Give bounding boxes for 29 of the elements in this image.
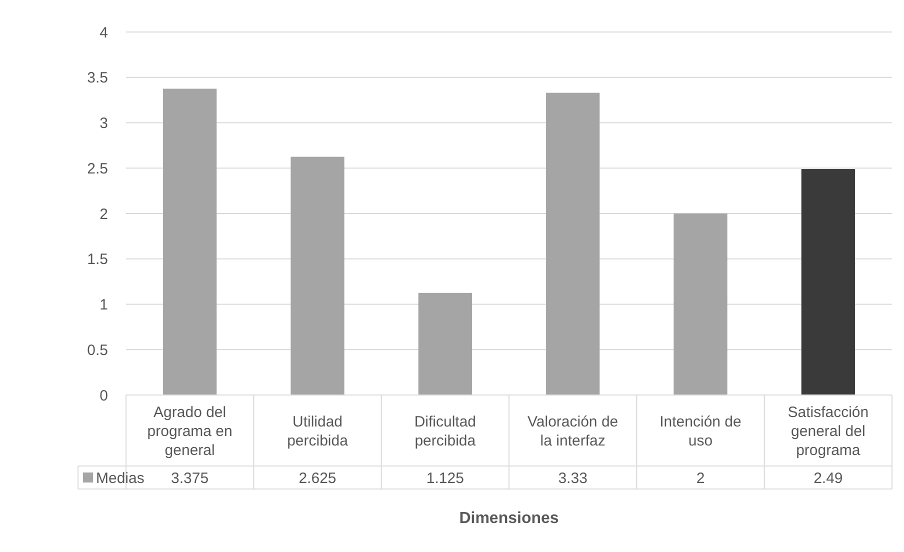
data-label: 1.125 [426, 470, 464, 487]
x-tick-label: Valoración de la interfaz [528, 413, 618, 450]
y-tick-label: 4 [100, 24, 108, 42]
x-tick-label: Satisfacción general del programa [788, 404, 869, 459]
bar [546, 92, 600, 395]
y-tick-label: 1.5 [87, 251, 108, 268]
bar [418, 292, 472, 395]
data-label: 3.33 [558, 470, 588, 487]
x-tick-label: Intención de uso [660, 413, 742, 450]
data-label: 2.49 [814, 470, 843, 487]
bar [674, 214, 728, 395]
y-tick-label: 0.5 [87, 342, 108, 359]
x-tick-label: Agrado del programa en general [147, 404, 232, 459]
data-label: 2 [696, 470, 705, 487]
x-tick-label: Utilidad percibida [287, 413, 349, 450]
y-tick-label: 0 [100, 387, 108, 404]
legend-label: Medias [96, 470, 144, 487]
x-tick-label: Dificultad percibida [414, 413, 476, 450]
y-tick-label: 1 [100, 296, 108, 314]
data-label: 2.625 [298, 470, 336, 487]
bar [801, 169, 855, 395]
y-tick-label: 2.5 [87, 160, 108, 178]
x-axis-title: Dimensiones [459, 510, 559, 527]
y-tick-label: 3 [100, 115, 108, 132]
data-label: 3.375 [171, 470, 209, 487]
y-tick-label: 2 [100, 206, 108, 223]
y-tick-label: 3.5 [87, 70, 108, 87]
bar [290, 156, 344, 395]
bar [163, 88, 217, 395]
